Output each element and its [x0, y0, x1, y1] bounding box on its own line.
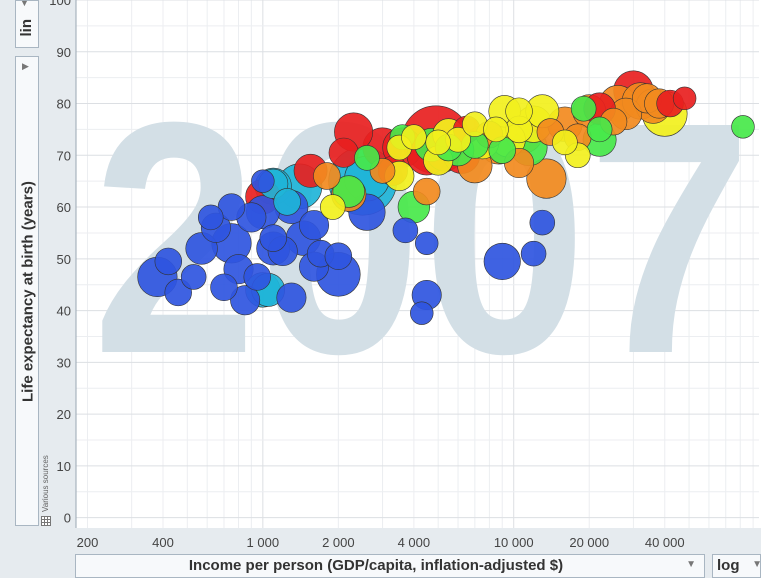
y-tick-label: 60 — [57, 200, 71, 215]
country-bubble[interactable] — [243, 263, 271, 291]
y-tick-label: 80 — [57, 97, 71, 112]
table-icon[interactable] — [41, 516, 51, 526]
country-bubble[interactable] — [410, 301, 434, 325]
country-bubble[interactable] — [276, 282, 307, 313]
x-axis-label[interactable]: Income per person (GDP/capita, inflation… — [188, 557, 564, 574]
bubbles — [137, 70, 755, 325]
country-bubble[interactable] — [401, 124, 427, 150]
x-scale-dropdown-icon[interactable]: ▼ — [752, 559, 761, 570]
country-bubble[interactable] — [259, 224, 287, 252]
y-tick-label: 30 — [57, 355, 71, 370]
y-tick-label: 0 — [64, 511, 71, 526]
country-bubble[interactable] — [328, 137, 359, 168]
country-bubble[interactable] — [672, 86, 697, 111]
country-bubble[interactable] — [483, 242, 521, 280]
country-bubble[interactable] — [210, 273, 238, 302]
country-bubble[interactable] — [415, 231, 439, 256]
y-tick-label: 90 — [57, 45, 71, 60]
x-tick-label: 20 000 — [569, 535, 609, 550]
y-axis-dropdown-icon[interactable]: ▶ — [22, 61, 29, 71]
country-bubble[interactable] — [251, 169, 275, 193]
x-tick-label: 1 000 — [247, 535, 280, 550]
y-tick-label: 70 — [57, 148, 71, 163]
country-bubble[interactable] — [354, 145, 380, 171]
y-tick-label: 20 — [57, 407, 71, 422]
country-bubble[interactable] — [320, 194, 346, 220]
x-scale-selector[interactable]: log ▼ — [712, 554, 761, 578]
x-tick-label: 40 000 — [645, 535, 685, 550]
y-scale-selector[interactable]: ▼ lin — [15, 0, 39, 48]
x-axis-dropdown-icon[interactable]: ▼ — [686, 559, 696, 570]
x-tick-label: 10 000 — [494, 535, 534, 550]
country-bubble[interactable] — [520, 240, 547, 267]
country-bubble[interactable] — [731, 115, 755, 139]
y-tick-label: 10 — [57, 459, 71, 474]
country-bubble[interactable] — [483, 116, 509, 143]
country-bubble[interactable] — [324, 242, 353, 270]
y-tick-label: 100 — [49, 0, 71, 8]
country-bubble[interactable] — [425, 129, 451, 156]
x-tick-label: 2 000 — [322, 535, 355, 550]
country-bubble[interactable] — [273, 188, 301, 216]
y-scale-dropdown-icon[interactable]: ▼ — [20, 0, 29, 8]
y-tick-label: 40 — [57, 304, 71, 319]
x-scale-label[interactable]: log — [717, 557, 740, 574]
country-bubble[interactable] — [529, 209, 556, 236]
country-bubble[interactable] — [552, 129, 578, 156]
country-bubble[interactable] — [197, 204, 224, 231]
x-axis-indicator-selector[interactable]: Income per person (GDP/capita, inflation… — [75, 554, 705, 578]
country-bubble[interactable] — [230, 285, 261, 316]
country-bubble[interactable] — [570, 95, 597, 122]
x-tick-label: 200 — [77, 535, 99, 550]
country-bubble[interactable] — [505, 97, 533, 126]
y-axis-indicator-selector[interactable]: ▶ Life expectancy at birth (years) — [15, 56, 39, 526]
country-bubble[interactable] — [154, 247, 183, 276]
x-tick-label: 400 — [152, 535, 174, 550]
x-tick-label: 4 000 — [398, 535, 431, 550]
country-bubble[interactable] — [180, 264, 207, 290]
country-bubble[interactable] — [392, 217, 419, 244]
tick-labels: 0 10 20 30 40 50 60 70 80 90 100 200 400 1 000 2 000 4 … — [49, 0, 684, 550]
country-bubble[interactable] — [526, 158, 567, 199]
country-bubble[interactable] — [462, 111, 488, 137]
country-bubble[interactable] — [412, 177, 441, 206]
country-bubble[interactable] — [299, 210, 330, 241]
y-tick-label: 50 — [57, 252, 71, 267]
country-bubble[interactable] — [313, 162, 341, 190]
country-bubble[interactable] — [586, 116, 613, 143]
